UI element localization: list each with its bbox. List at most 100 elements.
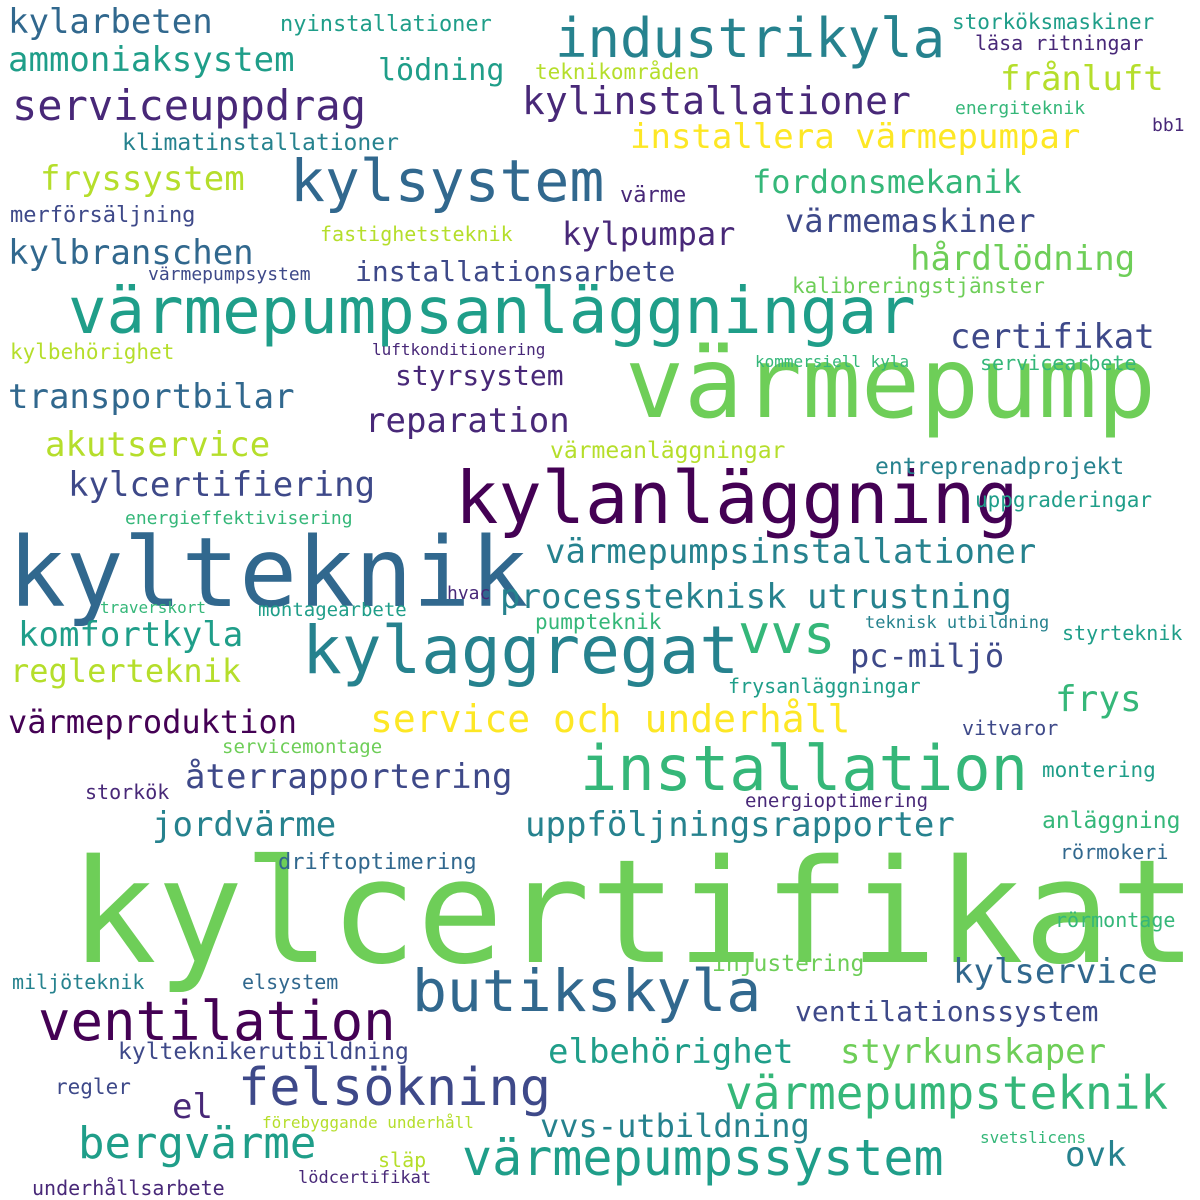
word-rormontage: rörmontage	[1055, 908, 1176, 932]
word-butikskyla: butikskyla	[412, 957, 762, 1025]
word-slap: släp	[378, 1148, 427, 1172]
word-varme: värme	[620, 183, 687, 208]
word-kylcertifiering: kylcertifiering	[68, 465, 376, 505]
word-fryssystem: fryssystem	[40, 159, 245, 199]
word-rormokeri: rörmokeri	[1060, 840, 1169, 864]
word-certifikat: certifikat	[950, 317, 1155, 357]
word-montering: montering	[1042, 758, 1156, 782]
word-el: el	[172, 1087, 213, 1127]
word-elbehorighet: elbehörighet	[548, 1032, 794, 1072]
word-industrikyla: industrikyla	[555, 7, 946, 70]
word-kylservice: kylservice	[953, 952, 1158, 992]
word-energieffektivisering: energieffektivisering	[125, 508, 353, 529]
word-kylbranschen: kylbranschen	[8, 233, 254, 273]
word-kommersiell-kyla: kommersiell kyla	[755, 352, 910, 371]
word-installationsarbete: installationsarbete	[355, 255, 676, 288]
word-energioptimering: energioptimering	[745, 790, 929, 812]
word-klimatinstallationer: klimatinstallationer	[122, 130, 399, 156]
word-forebyggande-underhall: förebyggande underhåll	[262, 1113, 474, 1132]
word-merforsaljning: merförsäljning	[10, 203, 196, 228]
word-lodning: lödning	[378, 53, 505, 88]
word-entreprenadprojekt: entreprenadprojekt	[875, 454, 1125, 480]
word-varmepump: värmepump	[625, 327, 1157, 441]
word-kalibreringstjanster: kalibreringstjänster	[792, 274, 1045, 298]
word-styrkunskaper: styrkunskaper	[840, 1032, 1107, 1072]
word-varmemaskiner: värmemaskiner	[785, 202, 1036, 240]
word-varmeproduktion: värmeproduktion	[8, 703, 297, 741]
word-kylsystem: kylsystem	[290, 147, 605, 215]
word-bb1: bb1	[1152, 115, 1185, 136]
word-lasa-ritningar: läsa ritningar	[975, 31, 1144, 55]
word-varmeanlaggningar: värmeanläggningar	[550, 438, 786, 464]
word-vvs-utbildning: vvs-utbildning	[540, 1107, 810, 1145]
word-servicemontage: servicemontage	[222, 736, 383, 758]
word-injustering: injustering	[712, 951, 865, 977]
word-anlaggning: anläggning	[1042, 808, 1181, 834]
word-franluft: frånluft	[1000, 59, 1164, 99]
word-nyinstallationer: nyinstallationer	[280, 12, 492, 37]
word-varmepumpsteknik: värmepumpsteknik	[725, 1066, 1169, 1120]
word-vvs: vvs	[738, 603, 836, 666]
word-vitvaror: vitvaror	[962, 716, 1059, 740]
word-svetslicens: svetslicens	[980, 1128, 1086, 1147]
word-kylbehorighet: kylbehörighet	[10, 340, 175, 364]
word-installation: installation	[580, 732, 1028, 805]
word-reparation: reparation	[365, 401, 570, 441]
word-traverskort: traverskort	[100, 598, 206, 617]
word-akutservice: akutservice	[45, 425, 271, 465]
word-miljoteknik: miljöteknik	[12, 970, 145, 994]
word-teknisk-utbildning: teknisk utbildning	[865, 613, 1050, 633]
word-komfortkyla: komfortkyla	[18, 615, 244, 655]
word-hardlodning: hårdlödning	[910, 239, 1136, 279]
word-styrteknik: styrteknik	[1062, 621, 1183, 645]
word-kylinstallationer: kylinstallationer	[522, 79, 911, 123]
word-kylarbeten: kylarbeten	[8, 2, 213, 42]
word-processteknisk-utrustning: processteknisk utrustning	[500, 577, 1012, 617]
word-uppfoljningsrapporter: uppföljningsrapporter	[525, 805, 955, 845]
word-ammoniaksystem: ammoniaksystem	[8, 40, 295, 80]
word-frys: frys	[1055, 679, 1142, 720]
word-varmepumpsanlaggningar: värmepumpsanläggningar	[68, 275, 916, 349]
word-fordonsmekanik: fordonsmekanik	[752, 163, 1022, 201]
word-installera-varmepumpar: installera värmepumpar	[630, 117, 1081, 157]
word-underhallsarbete: underhållsarbete	[32, 1176, 225, 1200]
word-serviceuppdrag: serviceuppdrag	[12, 81, 367, 130]
word-kylteknikerutbildning: kylteknikerutbildning	[118, 1039, 409, 1065]
word-teknikomraden: teknikområden	[535, 60, 700, 84]
word-reglerteknik: reglerteknik	[10, 652, 242, 690]
word-pc-miljo: pc-miljö	[850, 637, 1005, 675]
word-storkoksmaskiner: storköksmaskiner	[952, 10, 1155, 34]
word-elsystem: elsystem	[242, 970, 339, 994]
word-montagearbete: montagearbete	[258, 599, 407, 621]
word-aterrapportering: återrapportering	[185, 757, 513, 797]
word-kylpumpar: kylpumpar	[562, 215, 736, 253]
word-uppgraderingar: uppgraderingar	[975, 488, 1153, 512]
word-frysanlaggningar: frysanläggningar	[728, 674, 921, 698]
word-kylanlaggning: kylanläggning	[455, 456, 1019, 540]
word-energiteknik: energiteknik	[955, 98, 1086, 119]
word-ovk: ovk	[1065, 1135, 1127, 1175]
word-felsokning: felsökning	[238, 1058, 552, 1118]
word-ventilation: ventilation	[38, 990, 396, 1053]
word-kylteknik: kylteknik	[8, 517, 529, 629]
word-servicearbete: servicearbete	[980, 351, 1137, 375]
word-transportbilar: transportbilar	[8, 377, 295, 417]
word-kylaggregat: kylaggregat	[302, 612, 740, 689]
word-kylcertifikat: kylcertifikat	[70, 828, 1198, 996]
word-service-och-underhall: service och underhåll	[370, 697, 851, 741]
word-pumpteknik: pumpteknik	[535, 610, 662, 634]
word-bergvarme: bergvärme	[78, 1118, 317, 1169]
word-varmepumpsinstallationer: värmepumpsinstallationer	[545, 532, 1037, 572]
word-driftoptimering: driftoptimering	[278, 850, 477, 875]
word-luftkonditionering: luftkonditionering	[372, 340, 546, 359]
word-jordvarme: jordvärme	[152, 805, 337, 845]
word-styrsystem: styrsystem	[395, 359, 564, 392]
word-hvac: hvac	[447, 583, 491, 604]
word-fastighetsteknik: fastighetsteknik	[320, 222, 513, 246]
word-storkok: storkök	[85, 780, 170, 804]
word-varmepumpssystem: värmepumpssystem	[462, 1129, 944, 1187]
word-lodcertifikat: lödcertifikat	[298, 1168, 432, 1188]
word-regler: regler	[55, 1075, 131, 1099]
word-varmepumpsystem: värmepumpsystem	[148, 264, 311, 285]
